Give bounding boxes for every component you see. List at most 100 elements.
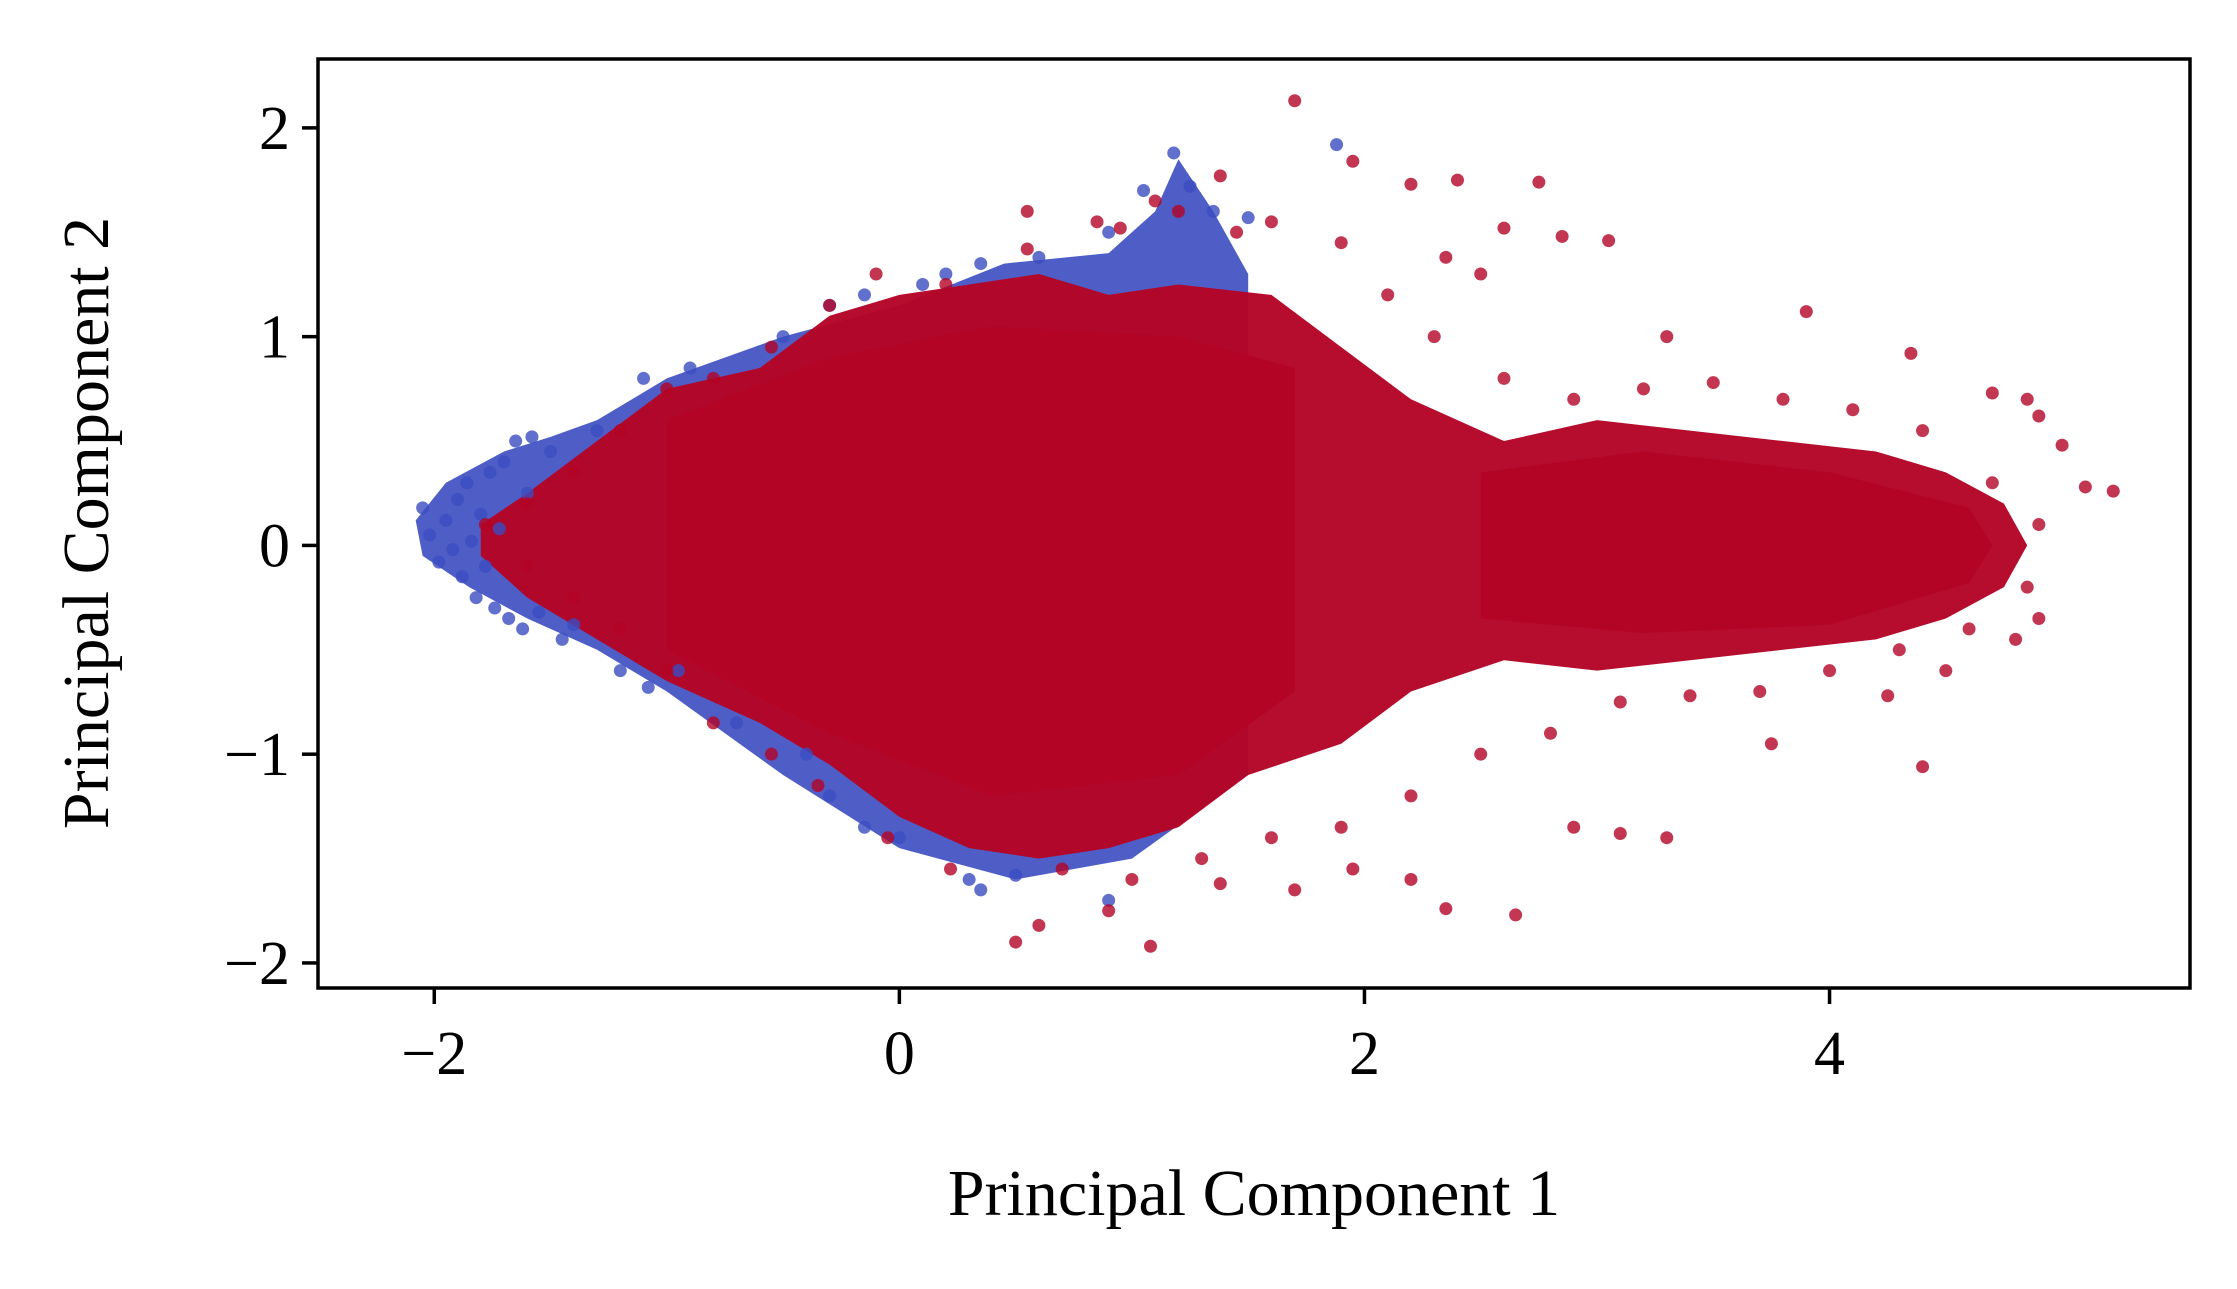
point-clouds	[415, 159, 2028, 880]
scatter-point-series-1	[1613, 695, 1627, 709]
scatter-point-series-1	[764, 747, 778, 761]
scatter-point-series-0	[416, 501, 430, 515]
scatter-point-series-1	[1753, 685, 1767, 699]
x-tick-label: 2	[1349, 1020, 1380, 1088]
scatter-point-series-0	[1183, 179, 1197, 193]
scatter-point-series-1	[1764, 737, 1778, 751]
y-tick-label: 0	[259, 512, 290, 580]
red-dense-core-right	[1480, 451, 1993, 634]
scatter-point-series-0	[1167, 146, 1181, 160]
scatter-point-series-0	[683, 361, 697, 375]
scatter-point-series-1	[1474, 747, 1488, 761]
scatter-point-series-1	[1404, 177, 1418, 191]
scatter-point-series-1	[1288, 883, 1302, 897]
scatter-point-series-0	[857, 288, 871, 302]
scatter-point-series-1	[2032, 518, 2046, 532]
scatter-point-series-1	[1916, 760, 1930, 774]
scatter-point-series-1	[1334, 236, 1348, 250]
scatter-point-series-0	[671, 664, 685, 678]
scatter-point-series-1	[1090, 215, 1104, 229]
scatter-point-series-0	[455, 570, 469, 584]
scatter-point-series-0	[1102, 225, 1116, 239]
scatter-point-series-0	[469, 591, 483, 605]
scatter-point-series-1	[520, 497, 534, 511]
scatter-point-series-1	[1823, 664, 1837, 678]
scatter-point-series-0	[502, 611, 516, 625]
scatter-point-series-1	[1171, 204, 1185, 218]
scatter-point-series-0	[423, 528, 437, 542]
scatter-point-series-0	[1137, 184, 1151, 198]
scatter-point-series-1	[2106, 484, 2120, 498]
scatter-point-series-0	[974, 257, 988, 271]
scatter-point-series-1	[1916, 424, 1930, 438]
scatter-point-series-1	[1776, 392, 1790, 406]
scatter-point-series-0	[544, 444, 558, 458]
scatter-point-series-0	[916, 277, 930, 291]
scatter-point-series-1	[1985, 476, 1999, 490]
scatter-point-series-0	[464, 534, 478, 548]
scatter-points	[416, 94, 2120, 953]
scatter-point-series-0	[474, 507, 488, 521]
scatter-point-series-1	[1555, 229, 1569, 243]
scatter-point-series-0	[1009, 868, 1023, 882]
scatter-point-series-0	[432, 555, 446, 569]
scatter-point-series-1	[1055, 862, 1069, 876]
scatter-point-series-1	[1381, 288, 1395, 302]
y-axis-label: Principal Component 2	[50, 217, 123, 829]
scatter-point-series-1	[1567, 820, 1581, 834]
scatter-point-series-0	[520, 486, 534, 500]
scatter-point-series-1	[2032, 409, 2046, 423]
scatter-point-series-1	[1439, 250, 1453, 264]
scatter-point-series-0	[567, 618, 581, 632]
scatter-point-series-1	[1532, 175, 1546, 189]
scatter-point-series-0	[641, 680, 655, 694]
scatter-point-series-1	[1939, 664, 1953, 678]
scatter-point-series-0	[730, 716, 744, 730]
scatter-point-series-1	[1660, 330, 1674, 344]
x-axis-ticks: −2 0 2 4	[401, 988, 1845, 1088]
scatter-point-series-0	[1330, 138, 1344, 152]
scatter-point-series-1	[2020, 392, 2034, 406]
scatter-point-series-0	[488, 601, 502, 615]
scatter-point-series-0	[939, 267, 953, 281]
scatter-point-series-1	[1264, 831, 1278, 845]
scatter-point-series-0	[799, 747, 813, 761]
red-dense-core-left	[666, 326, 1295, 796]
scatter-point-series-1	[1985, 386, 1999, 400]
scatter-point-series-1	[567, 591, 581, 605]
scatter-point-series-1	[660, 664, 674, 678]
scatter-point-series-1	[881, 831, 895, 845]
x-tick-label: −2	[401, 1020, 467, 1088]
scatter-point-series-0	[892, 831, 906, 845]
scatter-point-series-1	[1346, 154, 1360, 168]
scatter-point-series-0	[1032, 250, 1046, 264]
scatter-point-series-1	[613, 622, 627, 636]
scatter-point-series-1	[1683, 689, 1697, 703]
scatter-point-series-0	[590, 424, 604, 438]
scatter-point-series-1	[1102, 904, 1116, 918]
scatter-point-series-1	[1009, 935, 1023, 949]
scatter-point-series-1	[1213, 169, 1227, 183]
scatter-point-series-1	[1439, 902, 1453, 916]
scatter-point-series-1	[1195, 852, 1209, 866]
y-tick-label: −1	[224, 721, 290, 789]
scatter-point-series-0	[776, 330, 790, 344]
scatter-point-series-1	[1404, 789, 1418, 803]
scatter-point-series-1	[939, 277, 953, 291]
scatter-point-series-1	[660, 382, 674, 396]
scatter-point-series-0	[637, 371, 651, 385]
scatter-point-series-1	[1264, 215, 1278, 229]
scatter-point-series-1	[1450, 173, 1464, 187]
scatter-point-series-1	[1148, 194, 1162, 208]
scatter-point-series-1	[1346, 862, 1360, 876]
scatter-point-series-1	[2020, 580, 2034, 594]
scatter-point-series-1	[1020, 204, 1034, 218]
scatter-point-series-0	[497, 455, 511, 469]
scatter-point-series-1	[520, 559, 534, 573]
scatter-point-series-1	[1427, 330, 1441, 344]
scatter-point-series-1	[706, 371, 720, 385]
scatter-point-series-1	[1404, 872, 1418, 886]
scatter-point-series-0	[613, 664, 627, 678]
scatter-point-series-0	[823, 789, 837, 803]
scatter-point-series-1	[823, 298, 837, 312]
